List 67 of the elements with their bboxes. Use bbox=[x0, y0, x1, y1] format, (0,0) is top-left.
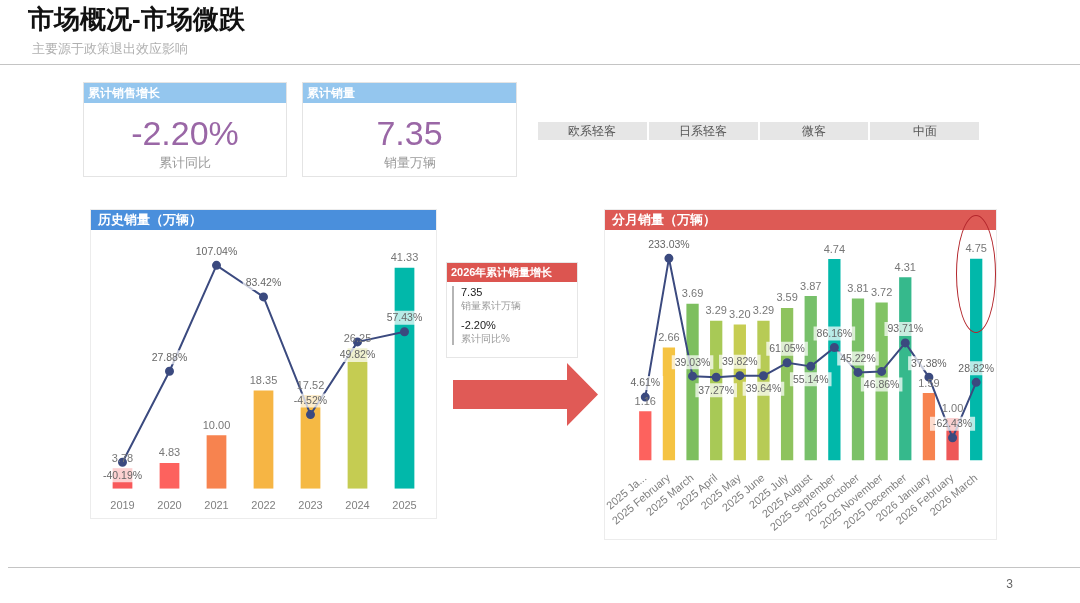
text: -2.20% bbox=[131, 113, 239, 153]
data-label: 3.81 bbox=[847, 282, 869, 295]
data-label: 39.82% bbox=[722, 355, 758, 368]
x-tick-label: 2019 bbox=[110, 499, 135, 512]
data-label: 61.05% bbox=[769, 342, 805, 355]
data-label: -62.43% bbox=[932, 417, 973, 430]
data-label: 86.16% bbox=[816, 326, 853, 339]
data-label: 3.20 bbox=[729, 308, 751, 321]
data-label: -4.52% bbox=[293, 393, 328, 406]
text: 2026年累计销量增长 bbox=[451, 265, 553, 280]
data-label: 55.14% bbox=[792, 372, 829, 385]
text: 7.35 bbox=[376, 113, 443, 153]
data-label: 18.35 bbox=[249, 374, 278, 387]
filter-button: 中面 bbox=[870, 122, 979, 140]
chart-title: 分月销量（万辆） bbox=[612, 211, 716, 229]
data-label: 27.88% bbox=[151, 350, 188, 363]
data-label: 1.16 bbox=[634, 394, 656, 407]
x-tick-label: 2024 bbox=[345, 499, 370, 512]
data-label: 37.27% bbox=[698, 383, 734, 396]
data-label: 3.87 bbox=[800, 279, 822, 292]
text: 累计销售增长 bbox=[88, 84, 160, 102]
text: 销量累计万辆 bbox=[461, 299, 521, 312]
x-tick-label: 2020 bbox=[157, 499, 182, 512]
data-label: 46.86% bbox=[863, 377, 900, 390]
data-label: -40.19% bbox=[102, 468, 143, 481]
text: -2.20% bbox=[461, 319, 496, 332]
data-label: 1.00 bbox=[941, 401, 964, 414]
data-label: 4.61% bbox=[630, 376, 661, 389]
data-label: 3.29 bbox=[705, 304, 727, 317]
data-label: 4.31 bbox=[894, 260, 916, 273]
x-tick-label: 2022 bbox=[251, 499, 276, 512]
text: 市场概况-市场微跌 bbox=[28, 3, 245, 36]
data-label: 3.72 bbox=[870, 285, 893, 298]
data-label: 39.03% bbox=[674, 355, 711, 368]
data-label: 28.82% bbox=[958, 361, 994, 374]
data-label: 233.03% bbox=[648, 237, 690, 250]
text: 3 bbox=[1006, 577, 1013, 591]
data-label: 4.75 bbox=[965, 242, 987, 255]
data-label: 37.38% bbox=[911, 356, 947, 369]
text: 累计同比% bbox=[461, 332, 510, 345]
data-label: 83.42% bbox=[245, 276, 282, 289]
data-label: 45.22% bbox=[840, 351, 876, 364]
filter-button: 欧系轻客 bbox=[538, 122, 647, 140]
data-label: 57.43% bbox=[386, 311, 423, 324]
data-label: 4.83 bbox=[158, 446, 181, 459]
chart-title: 历史销量（万辆） bbox=[98, 211, 202, 229]
data-label: 3.59 bbox=[776, 291, 798, 304]
data-label: 3.69 bbox=[681, 287, 704, 300]
data-label: 10.00 bbox=[202, 418, 231, 431]
text: 主要源于政策退出效应影响 bbox=[32, 40, 188, 58]
text: 累计销量 bbox=[307, 84, 355, 102]
data-label: 49.82% bbox=[339, 348, 376, 361]
data-label: 3.29 bbox=[752, 304, 775, 317]
text: 销量万辆 bbox=[383, 154, 436, 172]
data-label: 93.71% bbox=[887, 322, 924, 335]
data-label: 107.04% bbox=[195, 244, 238, 257]
x-tick-label: 2023 bbox=[298, 499, 323, 512]
text: 7.35 bbox=[461, 286, 483, 299]
filter-button: 日系轻客 bbox=[648, 122, 758, 140]
data-label: 2.66 bbox=[658, 331, 680, 344]
data-label: 4.74 bbox=[823, 242, 846, 255]
data-label: 39.64% bbox=[745, 382, 782, 395]
x-tick-label: 2025 bbox=[392, 499, 417, 512]
x-tick-label: 2021 bbox=[204, 499, 229, 512]
filter-button: 微客 bbox=[759, 122, 869, 140]
data-label: 41.33 bbox=[390, 251, 419, 264]
text: 累计同比 bbox=[159, 154, 211, 172]
